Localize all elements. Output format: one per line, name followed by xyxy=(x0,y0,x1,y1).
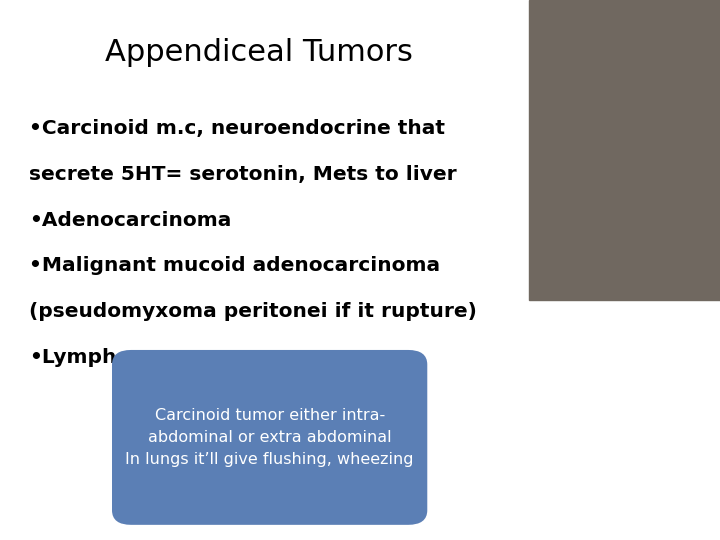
Text: Appendiceal Tumors: Appendiceal Tumors xyxy=(105,38,413,67)
Text: secrete 5HT= serotonin, Mets to liver: secrete 5HT= serotonin, Mets to liver xyxy=(29,165,456,184)
Bar xyxy=(529,0,720,300)
Text: •Carcinoid m.c, neuroendocrine that: •Carcinoid m.c, neuroendocrine that xyxy=(29,119,445,138)
Text: •Adenocarcinoma: •Adenocarcinoma xyxy=(29,211,231,229)
FancyBboxPatch shape xyxy=(113,351,426,524)
Text: (pseudomyxoma peritonei if it rupture): (pseudomyxoma peritonei if it rupture) xyxy=(29,302,477,321)
Text: •Malignant mucoid adenocarcinoma: •Malignant mucoid adenocarcinoma xyxy=(29,256,440,275)
Text: Carcinoid tumor either intra-
abdominal or extra abdominal
In lungs it’ll give f: Carcinoid tumor either intra- abdominal … xyxy=(125,408,414,467)
Text: •Lymphoma: •Lymphoma xyxy=(29,348,165,367)
